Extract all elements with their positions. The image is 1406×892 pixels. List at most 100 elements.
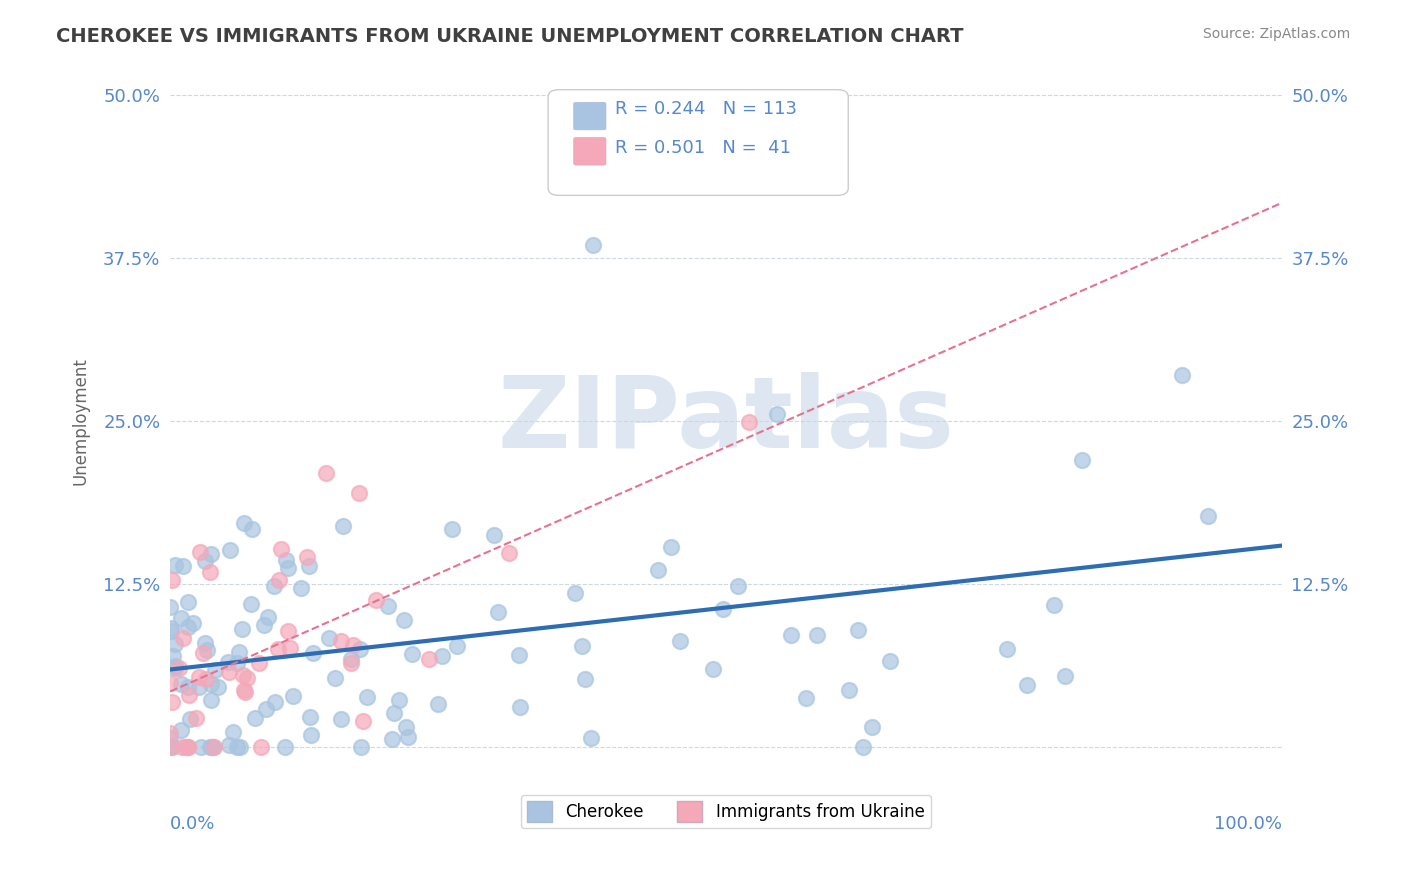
Point <box>232 668 254 682</box>
Point <box>297 550 319 565</box>
Point <box>191 646 214 660</box>
Point <box>184 711 207 725</box>
Point <box>263 579 285 593</box>
Point <box>162 649 184 664</box>
Point <box>381 731 404 746</box>
Point <box>273 740 295 755</box>
Point <box>401 647 423 661</box>
Point <box>382 706 405 721</box>
Point <box>202 740 225 755</box>
Point <box>852 740 875 755</box>
Point <box>737 140 759 154</box>
Point <box>200 565 222 579</box>
Point <box>159 676 181 690</box>
Point <box>159 731 181 746</box>
Point <box>766 407 789 421</box>
Point <box>188 544 211 558</box>
Point <box>170 677 193 691</box>
Point <box>508 648 530 663</box>
Text: Source: ZipAtlas.com: Source: ZipAtlas.com <box>1202 27 1350 41</box>
Point <box>395 720 418 734</box>
Point <box>177 619 200 633</box>
Point <box>250 740 273 755</box>
Point <box>183 615 205 630</box>
Point <box>202 740 225 755</box>
Point <box>446 639 468 653</box>
Point <box>340 657 363 671</box>
Point <box>659 540 682 554</box>
Point <box>217 655 239 669</box>
Point <box>159 624 181 638</box>
Point <box>222 725 245 739</box>
Point <box>713 602 735 616</box>
Point <box>350 740 373 755</box>
Point <box>253 618 276 632</box>
Point <box>1043 598 1066 612</box>
Point <box>172 631 194 645</box>
Point <box>225 740 247 755</box>
Point <box>188 680 211 694</box>
Point <box>574 672 596 686</box>
Point <box>290 582 312 596</box>
Point <box>170 740 193 755</box>
Point <box>197 642 219 657</box>
Point <box>219 542 242 557</box>
FancyBboxPatch shape <box>574 137 606 165</box>
Point <box>170 611 193 625</box>
Point <box>396 730 419 744</box>
Point <box>267 573 290 587</box>
Point <box>298 559 321 574</box>
Point <box>702 661 724 675</box>
Point <box>172 558 194 573</box>
Point <box>564 585 586 599</box>
Point <box>254 702 277 716</box>
Point <box>225 657 247 671</box>
Point <box>318 632 340 646</box>
Point <box>177 688 200 702</box>
Point <box>995 641 1018 656</box>
Point <box>332 519 354 533</box>
Point <box>1053 669 1076 683</box>
Point <box>738 415 761 429</box>
Point <box>647 563 669 577</box>
Point <box>159 599 181 614</box>
Text: 0.0%: 0.0% <box>170 815 215 833</box>
Point <box>581 237 603 252</box>
Point <box>579 731 602 745</box>
Point <box>794 691 817 706</box>
Point <box>170 723 193 738</box>
Point <box>200 676 222 690</box>
Point <box>277 560 299 574</box>
Y-axis label: Unemployment: Unemployment <box>72 357 89 484</box>
Point <box>1070 453 1092 467</box>
Point <box>233 684 256 698</box>
Point <box>200 547 222 561</box>
Point <box>388 693 411 707</box>
Point <box>315 466 337 480</box>
Point <box>240 522 263 536</box>
Point <box>484 528 506 542</box>
Point <box>257 609 280 624</box>
Point <box>302 646 325 660</box>
Point <box>298 709 321 723</box>
Point <box>201 740 224 755</box>
Point <box>418 652 440 666</box>
Point <box>377 599 399 614</box>
Text: CHEROKEE VS IMMIGRANTS FROM UKRAINE UNEMPLOYMENT CORRELATION CHART: CHEROKEE VS IMMIGRANTS FROM UKRAINE UNEM… <box>56 27 963 45</box>
Point <box>163 637 186 651</box>
Point <box>669 634 692 648</box>
Point <box>204 663 226 677</box>
Point <box>349 642 371 657</box>
Point <box>498 546 520 560</box>
Point <box>194 554 217 568</box>
Point <box>364 593 387 607</box>
Point <box>356 690 378 705</box>
Point <box>727 579 749 593</box>
Point <box>162 695 184 709</box>
Text: ZIPatlas: ZIPatlas <box>498 372 955 469</box>
Text: R = 0.244   N = 113: R = 0.244 N = 113 <box>614 100 797 119</box>
Point <box>571 639 593 653</box>
Point <box>160 740 183 755</box>
Point <box>779 627 801 641</box>
Point <box>240 597 263 611</box>
